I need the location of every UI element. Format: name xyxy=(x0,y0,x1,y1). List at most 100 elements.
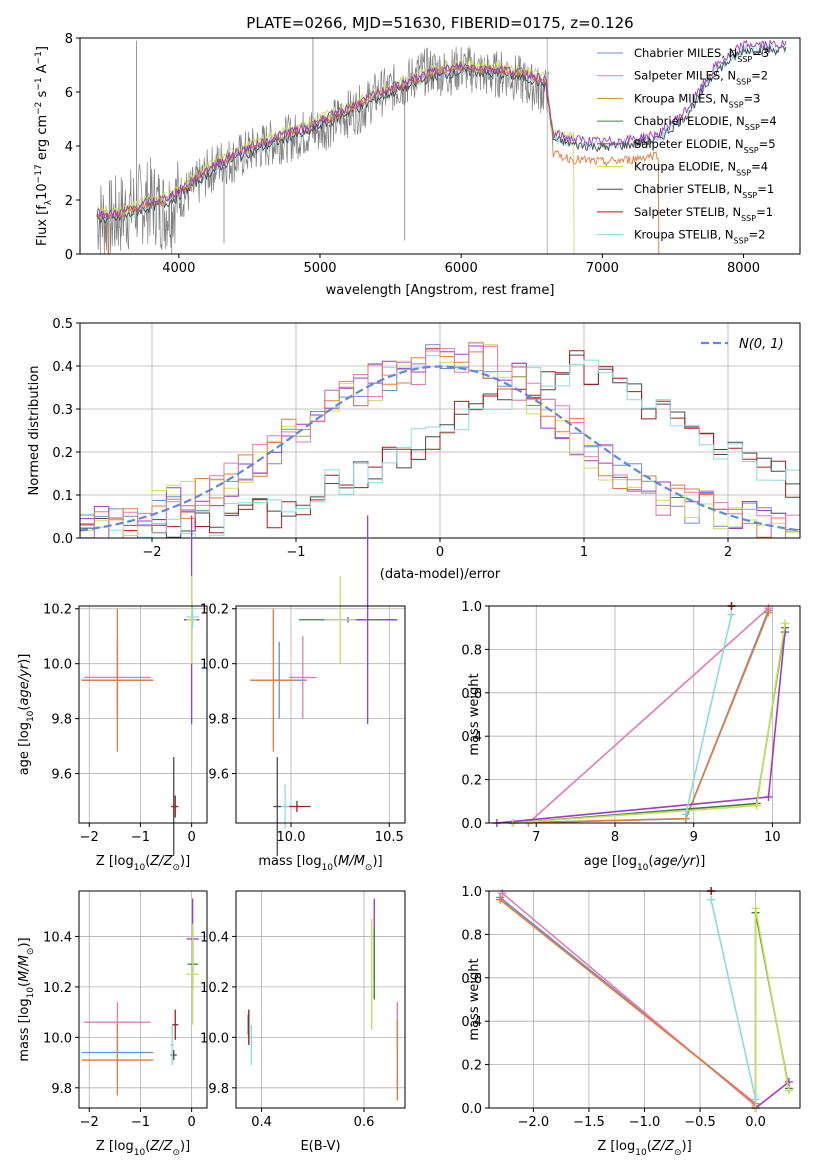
x-axis-label-part: )] xyxy=(180,1139,190,1154)
legend-entry-base: Salpeter STELIB, N xyxy=(634,205,741,219)
residuals-frame xyxy=(79,322,801,539)
weight_vs_age-background xyxy=(489,606,800,823)
y-axis-label-part: Flux [f xyxy=(35,205,50,246)
y-axis-label-part: age/yr xyxy=(17,662,32,705)
y-tick-label: 9.8 xyxy=(51,1082,72,1097)
y-tick-label: 10.0 xyxy=(200,658,229,673)
x-axis-label-part: mass [log xyxy=(258,854,321,869)
y-tick-label: 9.8 xyxy=(208,713,229,728)
x-axis-label: Z [log10(Z/Z⊙)] xyxy=(597,1139,691,1158)
y-tick-label: 1.0 xyxy=(461,600,482,615)
weight-point-marker xyxy=(752,801,761,810)
weight-point-marker xyxy=(764,608,773,617)
y-axis-label-part: 10 xyxy=(35,183,50,200)
mass_vs_z-frame xyxy=(78,890,208,1109)
weight-point-marker xyxy=(496,895,505,904)
x-axis-label-part: Z/Z xyxy=(149,1139,173,1154)
x-tick-label: 1 xyxy=(580,545,588,560)
x-tick-label: 7000 xyxy=(586,261,619,276)
y-tick-label: 0.6 xyxy=(461,687,482,702)
x-axis-label-part: Z/Z xyxy=(651,1139,675,1154)
x-axis-label-part: ⊙ xyxy=(365,863,373,873)
x-tick-label: 8000 xyxy=(727,261,760,276)
y-axis-label-part: ( xyxy=(17,982,32,987)
weight-line xyxy=(685,614,733,815)
y-tick-label: 0.2 xyxy=(461,1059,482,1074)
legend-entry-tail: =1 xyxy=(756,205,773,219)
x-tick-label: −2.0 xyxy=(518,1115,550,1130)
x-tick-label: 9 xyxy=(690,830,698,845)
y-tick-label: 0.8 xyxy=(461,928,482,943)
y-tick-label: 0.0 xyxy=(461,817,482,832)
legend-entry-base: Kroupa ELODIE, N xyxy=(634,160,736,174)
y-tick-label: 0.6 xyxy=(461,972,482,987)
x-axis-label-part: age/yr xyxy=(653,854,696,869)
x-axis-label-part: ⊙ xyxy=(172,863,180,873)
x-axis-label-part: Z [log xyxy=(96,1139,134,1154)
x-axis-label-part: ( xyxy=(648,854,653,869)
y-tick-label: 10.2 xyxy=(43,981,72,996)
legend-entry: Kroupa MILES, NSSP=3 xyxy=(634,91,760,109)
weight-point-marker xyxy=(681,810,690,819)
x-axis-label: (data-model)/error xyxy=(380,567,501,582)
x-axis-label-part: ( xyxy=(647,1139,652,1154)
y-tick-label: 0.4 xyxy=(461,730,482,745)
x-tick-label: 0.0 xyxy=(745,1115,766,1130)
legend-entry-base: Kroupa STELIB, N xyxy=(634,228,734,242)
y-axis-label: mass weight xyxy=(467,673,482,755)
legend-gaussian-label: N(0, 1) xyxy=(739,337,784,352)
spectrum-frame xyxy=(79,37,801,255)
y-axis-label: mass [log10(M/M⊙)] xyxy=(17,937,36,1061)
y-axis-label-part: mass [log xyxy=(17,998,32,1061)
legend-entry-base: Salpeter MILES, N xyxy=(634,69,736,83)
age_vs_z-background xyxy=(79,606,207,823)
legend-entry-base: Chabrier STELIB, N xyxy=(634,182,742,196)
y-tick-label: 0.0 xyxy=(52,532,73,547)
legend-entry-tail: =3 xyxy=(752,46,769,60)
age-vs-metallicity-panel: −2 −1 09.69.810.010.2Z [log10(Z/Z⊙)]age [l… xyxy=(17,515,208,873)
y-tick-label: 0.4 xyxy=(52,360,73,375)
x-axis-label-part: 10 xyxy=(322,863,334,873)
x-tick-label: 10 xyxy=(764,830,781,845)
x-tick-label: −2 xyxy=(142,545,161,560)
legend-entry: Salpeter ELODIE, NSSP=5 xyxy=(634,137,776,155)
x-axis-label-part: 10 xyxy=(134,1148,146,1158)
x-tick-label: 10.5 xyxy=(375,830,404,845)
x-axis-label-part: Z/Z xyxy=(149,854,173,869)
x-tick-label: 0 xyxy=(187,830,195,845)
legend-entry-tail: =1 xyxy=(757,182,774,196)
y-axis-label-part: M/M xyxy=(17,955,32,982)
x-axis-label: wavelength [Angstrom, rest frame] xyxy=(326,283,555,298)
weight-point-marker xyxy=(751,904,760,913)
y-tick-label: 10.2 xyxy=(43,603,72,618)
legend-entry: Kroupa ELODIE, NSSP=4 xyxy=(634,160,768,178)
y-tick-label: 1.0 xyxy=(461,885,482,900)
x-axis-label-part: ( xyxy=(145,854,150,869)
model-spectrum-line xyxy=(96,39,787,219)
y-tick-label: 0.1 xyxy=(52,489,73,504)
mass_vs_ebv-background xyxy=(236,891,405,1108)
x-tick-label: 0 xyxy=(436,545,444,560)
y-axis-label-part: ] xyxy=(35,46,50,51)
legend-entry-base: Chabrier ELODIE, N xyxy=(634,114,745,128)
x-tick-label: −1 xyxy=(286,545,305,560)
y-tick-label: 0.3 xyxy=(52,403,73,418)
y-tick-label: 10.0 xyxy=(200,1031,229,1046)
y-axis-label-part: age [log xyxy=(17,722,32,775)
mass_vs_z-background xyxy=(79,891,207,1108)
x-tick-label: 2 xyxy=(724,545,732,560)
weight-point-marker xyxy=(764,792,773,801)
y-tick-label: 9.8 xyxy=(51,713,72,728)
legend-entry-tail: =2 xyxy=(751,69,768,83)
legend-entry: Kroupa STELIB, NSSP=2 xyxy=(634,228,765,246)
y-tick-label: 10.0 xyxy=(43,658,72,673)
y-tick-label: 10.0 xyxy=(43,1031,72,1046)
y-axis-label: age [log10(age/yr)] xyxy=(17,654,36,776)
weight-line xyxy=(499,899,757,1105)
legend-entry-base: Salpeter ELODIE, N xyxy=(634,137,744,151)
x-tick-label: −0.5 xyxy=(684,1115,716,1130)
weight-point-marker xyxy=(784,1086,793,1095)
legend-entry-tail: =3 xyxy=(744,91,761,105)
